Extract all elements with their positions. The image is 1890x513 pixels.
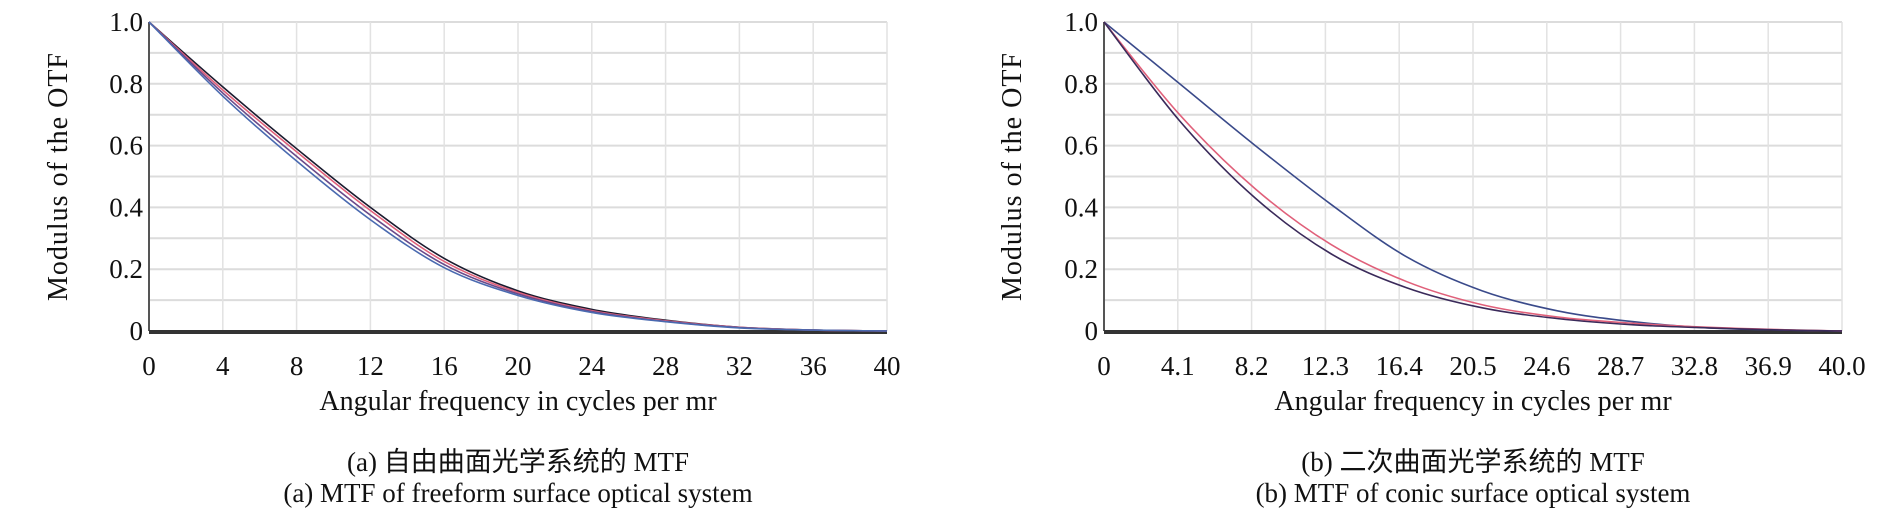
x-tick-label: 8 xyxy=(290,351,304,381)
y-tick-label: 1.0 xyxy=(1064,7,1098,37)
x-tick-label: 20.5 xyxy=(1449,351,1496,381)
y-tick-label: 0.2 xyxy=(109,254,143,284)
y-tick-label: 0.6 xyxy=(1064,131,1098,161)
y-tick-label: 0 xyxy=(130,316,144,346)
x-tick-label: 4 xyxy=(216,351,230,381)
x-tick-label: 4.1 xyxy=(1161,351,1195,381)
y-axis-label: Modulus of the OTF xyxy=(997,52,1028,301)
y-tick-label: 0.4 xyxy=(109,192,143,222)
x-tick-label: 24 xyxy=(578,351,606,381)
x-tick-label: 0 xyxy=(1097,351,1111,381)
y-tick-label: 0.2 xyxy=(1064,254,1098,284)
x-tick-label: 12.3 xyxy=(1302,351,1349,381)
x-tick-label: 16 xyxy=(431,351,458,381)
y-tick-label: 0 xyxy=(1085,316,1099,346)
x-tick-label: 28 xyxy=(652,351,679,381)
x-tick-label: 8.2 xyxy=(1235,351,1269,381)
series-line-curve-4 xyxy=(148,21,888,332)
x-tick-label: 0 xyxy=(142,351,156,381)
x-tick-label: 28.7 xyxy=(1597,351,1644,381)
y-tick-label: 1.0 xyxy=(109,7,143,37)
y-axis-label: Modulus of the OTF xyxy=(43,52,74,301)
caption-b-chinese: (b) 二次曲面光学系统的 MTF xyxy=(1301,447,1645,477)
x-tick-label: 36.9 xyxy=(1745,351,1792,381)
x-tick-label: 32 xyxy=(726,351,753,381)
y-tick-label: 0.8 xyxy=(1064,69,1098,99)
caption-a-english: (a) MTF of freeform surface optical syst… xyxy=(283,478,753,508)
x-tick-label: 20 xyxy=(505,351,532,381)
x-tick-label: 16.4 xyxy=(1376,351,1424,381)
x-tick-label: 32.8 xyxy=(1671,351,1718,381)
x-tick-label: 40.0 xyxy=(1818,351,1865,381)
series-line-curve-3 xyxy=(1103,21,1843,332)
x-tick-label: 24.6 xyxy=(1523,351,1570,381)
y-tick-label: 0.6 xyxy=(109,131,143,161)
x-axis-label: Angular frequency in cycles per mr xyxy=(319,386,717,417)
x-axis-label: Angular frequency in cycles per mr xyxy=(1274,386,1672,417)
x-tick-label: 12 xyxy=(357,351,384,381)
y-tick-label: 0.4 xyxy=(1064,192,1098,222)
x-tick-label: 36 xyxy=(800,351,827,381)
caption-b-english: (b) MTF of conic surface optical system xyxy=(1255,478,1691,508)
y-tick-label: 0.8 xyxy=(109,69,143,99)
caption-a-chinese: (a) 自由曲面光学系统的 MTF xyxy=(347,447,689,477)
x-tick-label: 40 xyxy=(874,351,901,381)
